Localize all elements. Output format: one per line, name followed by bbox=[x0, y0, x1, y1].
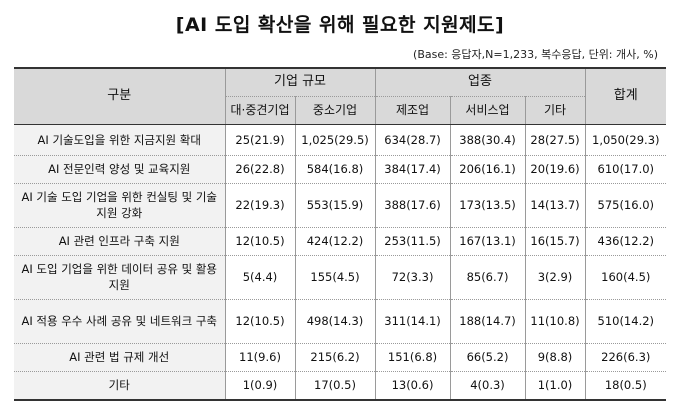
cell-service: 66(5.2) bbox=[449, 343, 526, 372]
row-label: 기타 bbox=[14, 371, 226, 401]
cell-manufacturing: 311(14.1) bbox=[374, 299, 451, 344]
cell-total: 1,050(29.3) bbox=[584, 124, 667, 156]
table-row: AI 기술 도입 기업을 위한 컨실팅 및 기술지원 강화 22(19.3) 553… bbox=[14, 183, 667, 228]
cell-service: 4(0.3) bbox=[449, 371, 526, 401]
cell-large: 25(21.9) bbox=[224, 124, 296, 156]
cell-total: 510(14.2) bbox=[584, 299, 667, 344]
header-company-size: 기업 규모 bbox=[224, 67, 376, 97]
cell-other: 9(8.8) bbox=[524, 343, 586, 372]
cell-other: 16(15.7) bbox=[524, 227, 586, 256]
cell-small: 424(12.2) bbox=[294, 227, 376, 256]
cell-total: 226(6.3) bbox=[584, 343, 667, 372]
cell-other: 28(27.5) bbox=[524, 124, 586, 156]
table-row: AI 관련 인프라 구축 지원 12(10.5) 424(12.2) 253(11.5… bbox=[14, 227, 667, 256]
row-label: AI 기술 도입 기업을 위한 컨실팅 및 기술지원 강화 bbox=[14, 183, 226, 228]
cell-small: 1,025(29.5) bbox=[294, 124, 376, 156]
cell-service: 85(6.7) bbox=[449, 255, 526, 300]
row-label: AI 도입 기업을 위한 데이터 공유 및 활용 지원 bbox=[14, 255, 226, 300]
cell-large: 12(10.5) bbox=[224, 227, 296, 256]
cell-large: 22(19.3) bbox=[224, 183, 296, 228]
cell-manufacturing: 13(0.6) bbox=[374, 371, 451, 401]
cell-total: 18(0.5) bbox=[584, 371, 667, 401]
cell-manufacturing: 253(11.5) bbox=[374, 227, 451, 256]
table-body: AI 기술도입을 위한 지금지원 확대 25(21.9) 1,025(29.5) 63… bbox=[14, 124, 667, 401]
row-label: AI 적용 우수 사례 공유 및 네트워크 구축 bbox=[14, 299, 226, 344]
cell-other: 11(10.8) bbox=[524, 299, 586, 344]
cell-other: 1(1.0) bbox=[524, 371, 586, 401]
cell-large: 1(0.9) bbox=[224, 371, 296, 401]
cell-small: 215(6.2) bbox=[294, 343, 376, 372]
cell-manufacturing: 151(6.8) bbox=[374, 343, 451, 372]
cell-manufacturing: 388(17.6) bbox=[374, 183, 451, 228]
row-label: AI 기술도입을 위한 지금지원 확대 bbox=[14, 124, 226, 156]
header-row-sub: 대·중견기업 중소기업 제조업 서비스업 기타 bbox=[14, 96, 666, 125]
table-row: 기타 1(0.9) 17(0.5) 13(0.6) 4(0.3) 1(1.0) 18(0.5… bbox=[14, 371, 667, 401]
cell-large: 5(4.4) bbox=[224, 255, 296, 300]
table-title: [AI 도입 확산을 위해 필요한 지원제도] bbox=[175, 14, 505, 36]
table-row: AI 전문인력 양성 및 교육지원 26(22.8) 584(16.8) 384(17… bbox=[14, 155, 667, 184]
cell-service: 173(13.5) bbox=[449, 183, 526, 228]
cell-small: 17(0.5) bbox=[294, 371, 376, 401]
cell-large: 26(22.8) bbox=[224, 155, 296, 184]
cell-service: 188(14.7) bbox=[449, 299, 526, 344]
table-row: AI 도입 기업을 위한 데이터 공유 및 활용 지원 5(4.4) 155(4.5… bbox=[14, 255, 667, 300]
cell-manufacturing: 384(17.4) bbox=[374, 155, 451, 184]
cell-small: 553(15.9) bbox=[294, 183, 376, 228]
survey-table: 구분 기업 규모 업종 합계 대·중견기업 중소기업 제조업 서비스업 기타 A… bbox=[14, 67, 667, 401]
cell-large: 12(10.5) bbox=[224, 299, 296, 344]
cell-manufacturing: 634(28.7) bbox=[374, 124, 451, 156]
table-row: AI 기술도입을 위한 지금지원 확대 25(21.9) 1,025(29.5) 63… bbox=[14, 124, 667, 156]
cell-total: 436(12.2) bbox=[584, 227, 667, 256]
header-industry: 업종 bbox=[374, 67, 586, 97]
cell-small: 584(16.8) bbox=[294, 155, 376, 184]
cell-other: 3(2.9) bbox=[524, 255, 586, 300]
cell-other: 20(19.6) bbox=[524, 155, 586, 184]
table-subtitle: (Base: 응답자,N=1,233, 복수응답, 단위: 개사, %) bbox=[413, 48, 658, 61]
table-row: AI 관련 법 규제 개선 11(9.6) 215(6.2) 151(6.8) 66(5… bbox=[14, 343, 667, 372]
table-row: AI 적용 우수 사례 공유 및 네트워크 구축 12(10.5) 498(14.3… bbox=[14, 299, 667, 344]
row-label: AI 관련 인프라 구축 지원 bbox=[14, 227, 226, 256]
header-large: 대·중견기업 bbox=[225, 96, 296, 125]
cell-service: 206(16.1) bbox=[449, 155, 526, 184]
cell-service: 388(30.4) bbox=[449, 124, 526, 156]
header-row-top: 구분 기업 규모 업종 합계 bbox=[14, 67, 667, 125]
header-small: 중소기업 bbox=[294, 96, 376, 125]
cell-other: 14(13.7) bbox=[524, 183, 586, 228]
cell-total: 160(4.5) bbox=[584, 255, 667, 300]
header-other: 기타 bbox=[524, 96, 586, 125]
row-label: AI 전문인력 양성 및 교육지원 bbox=[14, 155, 226, 184]
row-label: AI 관련 법 규제 개선 bbox=[14, 343, 226, 372]
cell-manufacturing: 72(3.3) bbox=[374, 255, 451, 300]
cell-small: 155(4.5) bbox=[294, 255, 376, 300]
cell-total: 610(17.0) bbox=[584, 155, 667, 184]
header-service: 서비스업 bbox=[449, 96, 526, 125]
header-category: 구분 bbox=[14, 67, 226, 125]
header-total: 합계 bbox=[584, 67, 667, 125]
cell-total: 575(16.0) bbox=[584, 183, 667, 228]
header-manufacturing: 제조업 bbox=[374, 96, 451, 125]
cell-service: 167(13.1) bbox=[449, 227, 526, 256]
cell-small: 498(14.3) bbox=[294, 299, 376, 344]
cell-large: 11(9.6) bbox=[224, 343, 296, 372]
